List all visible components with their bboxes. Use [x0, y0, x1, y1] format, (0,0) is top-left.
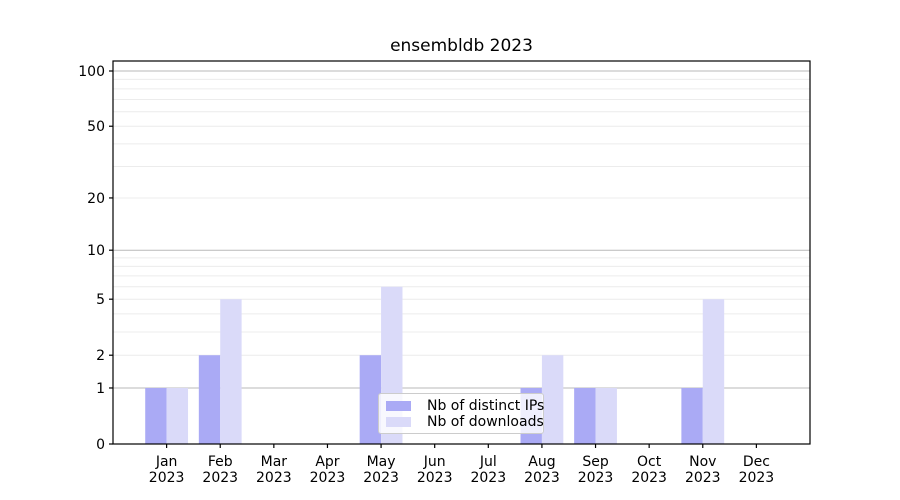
- x-tick-label-month: Aug: [528, 454, 555, 470]
- legend-item-distinct-ips: Nb of distinct IPs: [386, 398, 544, 414]
- y-tick-label: 0: [96, 437, 105, 453]
- plot-border: [112, 60, 811, 445]
- x-tick-label-year: 2023: [363, 470, 399, 486]
- y-tick-label: 10: [87, 243, 105, 259]
- bar-distinct-ips-nov: [681, 387, 703, 444]
- x-tick-label-year: 2023: [417, 470, 453, 486]
- x-tick-label-month: Mar: [261, 454, 288, 470]
- x-tick-label-year: 2023: [631, 470, 667, 486]
- legend-item-downloads: Nb of downloads: [386, 414, 544, 430]
- legend: Nb of distinct IPs Nb of downloads: [378, 393, 544, 434]
- bar-distinct-ips-sep: [574, 387, 596, 444]
- x-tick-label-month: May: [367, 454, 396, 470]
- x-tick-label-year: 2023: [256, 470, 292, 486]
- chart-title: ensembldb 2023: [390, 36, 533, 56]
- y-tick-label: 2: [96, 348, 105, 364]
- legend-label-distinct-ips: Nb of distinct IPs: [427, 398, 545, 414]
- x-tick-label-month: Jun: [423, 454, 446, 470]
- x-tick-label-year: 2023: [739, 470, 775, 486]
- x-tick-label-year: 2023: [149, 470, 185, 486]
- bar-downloads-feb: [220, 299, 242, 444]
- x-tick-label-year: 2023: [202, 470, 238, 486]
- x-tick-label-month: Nov: [689, 454, 716, 470]
- x-tick-label-year: 2023: [685, 470, 721, 486]
- x-tick-label-month: Jan: [155, 454, 178, 470]
- bar-downloads-nov: [702, 299, 725, 444]
- x-tick-label-month: Apr: [315, 454, 339, 470]
- x-tick-label-month: Jul: [479, 454, 497, 470]
- legend-swatch-distinct-ips: [386, 401, 411, 411]
- x-tick-label-month: Dec: [743, 454, 770, 470]
- y-tick-label: 5: [96, 292, 105, 308]
- x-tick-label-year: 2023: [524, 470, 560, 486]
- x-tick-label-year: 2023: [578, 470, 614, 486]
- bar-distinct-ips-may: [359, 355, 382, 444]
- y-tick-label: 100: [78, 64, 105, 80]
- x-tick-label-year: 2023: [310, 470, 346, 486]
- bar-downloads-aug: [541, 355, 564, 444]
- bar-distinct-ips-jan: [145, 387, 167, 444]
- x-tick-label-month: Sep: [582, 454, 609, 470]
- y-tick-label: 20: [87, 191, 105, 207]
- y-tick-label: 1: [96, 381, 105, 397]
- x-tick-label-month: Feb: [208, 454, 233, 470]
- x-tick-label-year: 2023: [470, 470, 506, 486]
- legend-swatch-downloads: [386, 417, 411, 427]
- x-tick-label-month: Oct: [637, 454, 662, 470]
- bar-downloads-sep: [595, 387, 617, 444]
- bar-downloads-jan: [166, 387, 189, 444]
- bar-distinct-ips-feb: [198, 355, 221, 444]
- legend-label-downloads: Nb of downloads: [427, 414, 544, 430]
- y-tick-label: 50: [87, 119, 105, 135]
